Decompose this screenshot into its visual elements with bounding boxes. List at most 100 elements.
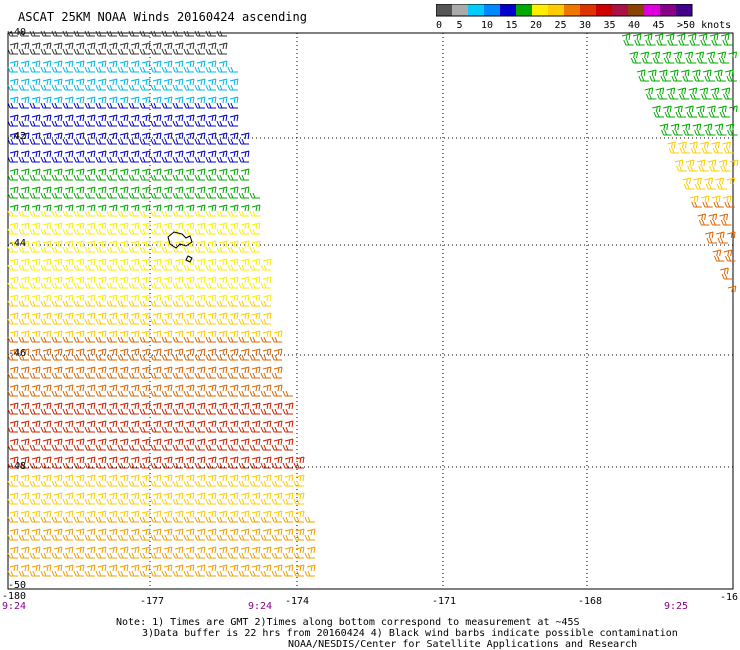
wind-barb — [656, 39, 667, 46]
wind-barb — [194, 480, 205, 487]
wind-barb — [108, 132, 118, 140]
wind-barb — [18, 210, 29, 217]
wind-barb — [172, 480, 183, 487]
wind-barb — [229, 384, 239, 392]
legend-label: 0 — [436, 20, 442, 30]
wind-barb — [196, 492, 206, 500]
wind-barb — [51, 444, 62, 451]
wind-barb — [62, 372, 73, 379]
wind-barb — [40, 462, 51, 469]
wind-barb — [163, 114, 173, 122]
wind-barb — [141, 96, 151, 104]
wind-barb — [284, 402, 294, 410]
wind-barb — [183, 480, 194, 487]
wind-barb — [64, 528, 74, 536]
wind-barb — [150, 480, 161, 487]
wind-barb — [718, 57, 730, 64]
wind-barb — [64, 96, 74, 104]
wind-barb — [97, 546, 107, 554]
wind-barb — [238, 246, 249, 253]
wind-barb — [18, 372, 29, 379]
wind-barb — [75, 420, 85, 428]
wind-barb — [183, 408, 194, 415]
wind-barb — [130, 186, 140, 194]
wind-barb — [128, 300, 139, 307]
wind-barb — [106, 246, 117, 253]
wind-barb — [119, 150, 129, 158]
wind-barb — [152, 420, 162, 428]
wind-barb — [141, 258, 151, 266]
wind-barb — [117, 408, 128, 415]
wind-barb — [725, 123, 735, 131]
wind-barb — [9, 330, 19, 338]
wind-barb — [727, 285, 737, 293]
wind-barb — [7, 318, 18, 325]
wind-barb — [207, 42, 217, 50]
wind-barb — [108, 528, 118, 536]
wind-barb — [227, 120, 238, 127]
wind-barb — [108, 96, 118, 104]
wind-barb — [249, 426, 260, 433]
wind-barb — [229, 402, 239, 410]
wind-barb — [163, 132, 173, 140]
wind-barb — [128, 534, 139, 541]
wind-barb — [64, 132, 74, 140]
wind-barb — [20, 528, 30, 536]
wind-barb — [227, 480, 238, 487]
wind-barb — [29, 336, 40, 343]
wind-barb — [207, 78, 217, 86]
wind-barb — [183, 210, 194, 217]
wind-barb — [150, 174, 161, 181]
wind-barb — [205, 516, 216, 523]
wind-barb — [304, 516, 315, 523]
wind-barb — [218, 546, 228, 554]
wind-barb — [97, 204, 107, 212]
wind-barb — [139, 66, 150, 73]
wind-barb — [119, 456, 129, 464]
wind-barb — [128, 246, 139, 253]
wind-barb — [249, 192, 260, 199]
legend-label: 25 — [555, 20, 567, 30]
legend-label: 40 — [628, 20, 640, 30]
wind-barb — [73, 66, 84, 73]
wind-barb — [689, 195, 699, 203]
wind-barb — [51, 336, 62, 343]
wind-barb — [108, 42, 118, 50]
wind-barb — [86, 114, 96, 122]
wind-barb — [42, 168, 52, 176]
wind-barb — [194, 120, 205, 127]
wind-barb — [108, 240, 118, 248]
wind-barb — [229, 546, 239, 554]
wind-barb — [106, 516, 117, 523]
wind-barb — [139, 192, 150, 199]
wind-barb — [128, 210, 139, 217]
wind-barb — [196, 384, 206, 392]
wind-barb — [86, 366, 96, 374]
wind-barb — [240, 186, 250, 194]
wind-barb — [29, 426, 40, 433]
wind-barb — [53, 78, 63, 86]
wind-barb — [172, 84, 183, 91]
wind-barb — [194, 570, 205, 577]
wind-barb — [161, 426, 172, 433]
wind-barb — [75, 528, 85, 536]
wind-barb — [293, 480, 304, 487]
wind-barb — [97, 402, 107, 410]
wind-barb — [238, 372, 249, 379]
wind-barb — [84, 84, 95, 91]
wind-barb — [163, 456, 173, 464]
wind-barb — [62, 30, 73, 37]
wind-barb — [194, 210, 205, 217]
wind-barb — [42, 384, 52, 392]
wind-barb — [183, 444, 194, 451]
wind-barb — [119, 186, 129, 194]
wind-barb — [18, 480, 29, 487]
wind-barb — [152, 492, 162, 500]
wind-barb — [172, 102, 183, 109]
wind-barb — [64, 240, 74, 248]
wind-barb — [711, 141, 720, 149]
wind-barb — [711, 93, 723, 100]
wind-barb — [196, 78, 206, 86]
wind-barb — [18, 246, 29, 253]
wind-barb — [207, 312, 217, 320]
